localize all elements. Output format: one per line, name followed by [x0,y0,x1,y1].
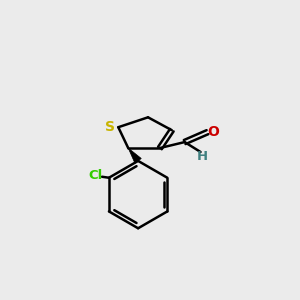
Text: O: O [208,125,219,139]
Text: Cl: Cl [88,169,102,182]
Polygon shape [128,148,141,163]
Text: H: H [197,150,208,164]
Text: S: S [105,120,116,134]
